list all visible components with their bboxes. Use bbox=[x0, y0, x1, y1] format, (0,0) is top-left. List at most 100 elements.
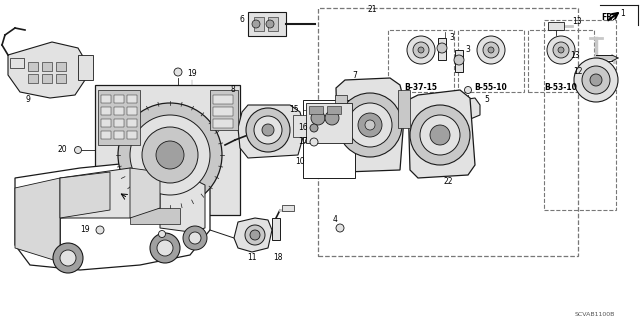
Text: B-53-10: B-53-10 bbox=[545, 84, 577, 92]
Text: 18: 18 bbox=[273, 253, 283, 262]
Circle shape bbox=[250, 230, 260, 240]
Circle shape bbox=[574, 58, 618, 102]
Circle shape bbox=[310, 124, 318, 132]
Bar bbox=[56, 62, 66, 71]
Circle shape bbox=[358, 113, 382, 137]
Bar bbox=[127, 107, 137, 115]
Bar bbox=[98, 90, 140, 145]
Circle shape bbox=[365, 120, 375, 130]
Circle shape bbox=[159, 230, 166, 237]
Circle shape bbox=[142, 127, 198, 183]
Bar bbox=[268, 17, 278, 31]
Bar bbox=[293, 115, 311, 137]
Bar bbox=[127, 119, 137, 127]
Polygon shape bbox=[8, 42, 85, 98]
Bar bbox=[101, 131, 111, 139]
Text: 5: 5 bbox=[484, 95, 490, 105]
Circle shape bbox=[156, 141, 184, 169]
Circle shape bbox=[336, 224, 344, 232]
Circle shape bbox=[325, 111, 339, 125]
Circle shape bbox=[246, 108, 290, 152]
Circle shape bbox=[420, 115, 460, 155]
Bar bbox=[42, 62, 52, 71]
Bar bbox=[28, 74, 38, 83]
Text: 12: 12 bbox=[573, 68, 583, 76]
Text: 20: 20 bbox=[157, 239, 167, 249]
Polygon shape bbox=[408, 90, 475, 178]
Polygon shape bbox=[160, 172, 205, 232]
Text: SCVAB1100B: SCVAB1100B bbox=[575, 311, 615, 316]
Text: 10: 10 bbox=[295, 157, 305, 166]
Circle shape bbox=[189, 232, 201, 244]
Circle shape bbox=[174, 68, 182, 76]
Text: 15: 15 bbox=[289, 106, 299, 115]
Circle shape bbox=[245, 225, 265, 245]
Polygon shape bbox=[234, 218, 272, 252]
Bar bbox=[303, 100, 355, 178]
Circle shape bbox=[254, 116, 282, 144]
Circle shape bbox=[60, 250, 76, 266]
Circle shape bbox=[483, 42, 499, 58]
Text: 17: 17 bbox=[298, 138, 308, 147]
Circle shape bbox=[252, 20, 260, 28]
Text: 11: 11 bbox=[247, 253, 257, 262]
Bar bbox=[528, 30, 594, 92]
Bar bbox=[130, 208, 180, 224]
Circle shape bbox=[582, 66, 610, 94]
Bar bbox=[101, 95, 111, 103]
Bar bbox=[438, 38, 446, 60]
Text: 3: 3 bbox=[449, 34, 454, 43]
Text: 4: 4 bbox=[333, 215, 337, 225]
Bar bbox=[95, 85, 240, 215]
Polygon shape bbox=[336, 78, 405, 172]
Bar bbox=[254, 17, 264, 31]
Bar bbox=[335, 95, 347, 130]
Polygon shape bbox=[60, 172, 110, 218]
Bar bbox=[114, 131, 124, 139]
Circle shape bbox=[348, 103, 392, 147]
Text: 20: 20 bbox=[57, 146, 67, 155]
Bar bbox=[10, 58, 24, 68]
Text: 19: 19 bbox=[81, 226, 90, 235]
Circle shape bbox=[558, 47, 564, 53]
Bar bbox=[78, 55, 93, 80]
Polygon shape bbox=[15, 162, 210, 270]
Text: 13: 13 bbox=[570, 51, 580, 60]
Bar bbox=[458, 30, 524, 92]
Text: 21: 21 bbox=[367, 5, 377, 14]
Circle shape bbox=[130, 115, 210, 195]
Polygon shape bbox=[60, 168, 160, 218]
Polygon shape bbox=[130, 168, 160, 218]
Text: 9: 9 bbox=[26, 95, 31, 105]
Bar bbox=[114, 119, 124, 127]
Bar bbox=[248, 12, 286, 36]
Circle shape bbox=[465, 86, 472, 93]
Circle shape bbox=[407, 36, 435, 64]
Bar bbox=[455, 50, 463, 72]
Bar bbox=[213, 119, 233, 128]
Bar bbox=[213, 95, 233, 104]
Bar bbox=[213, 107, 233, 116]
Bar bbox=[544, 20, 616, 210]
Circle shape bbox=[53, 243, 83, 273]
Bar bbox=[114, 107, 124, 115]
Bar bbox=[318, 8, 578, 256]
Circle shape bbox=[338, 93, 402, 157]
Text: 8: 8 bbox=[230, 85, 236, 94]
Bar bbox=[327, 106, 341, 114]
Circle shape bbox=[150, 233, 180, 263]
Polygon shape bbox=[445, 98, 480, 128]
Circle shape bbox=[183, 226, 207, 250]
Circle shape bbox=[118, 103, 222, 207]
Bar bbox=[388, 30, 454, 92]
Bar bbox=[306, 103, 352, 143]
Circle shape bbox=[559, 44, 566, 52]
Text: 16: 16 bbox=[298, 124, 308, 132]
Circle shape bbox=[590, 74, 602, 86]
Circle shape bbox=[310, 138, 318, 146]
Bar bbox=[28, 62, 38, 71]
Circle shape bbox=[74, 147, 81, 154]
Circle shape bbox=[477, 36, 505, 64]
Circle shape bbox=[488, 47, 494, 53]
Bar bbox=[56, 74, 66, 83]
